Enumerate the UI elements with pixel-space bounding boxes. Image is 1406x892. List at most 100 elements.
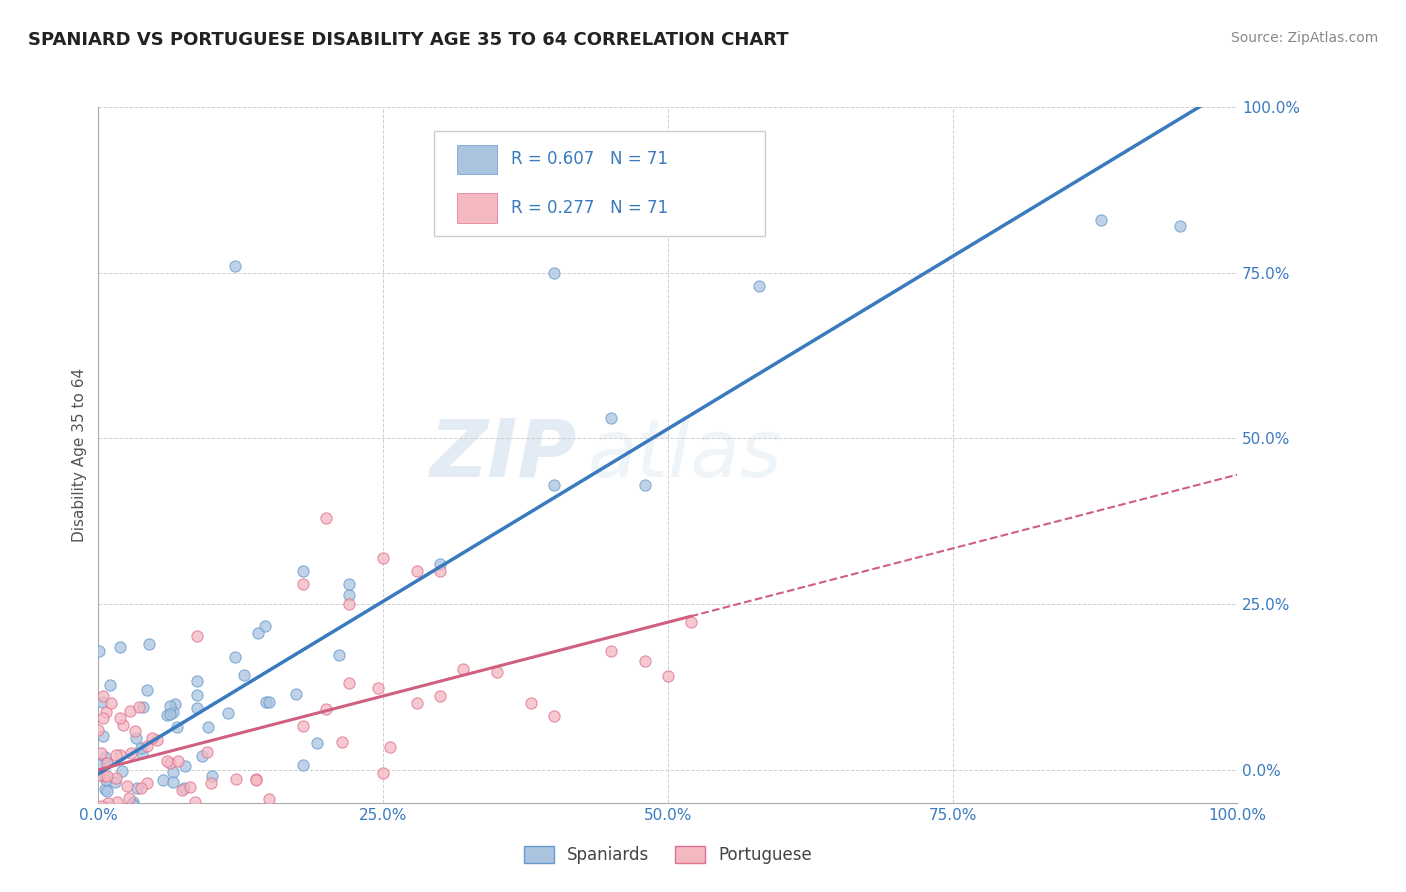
Point — [141, 731, 163, 745]
Text: Source: ZipAtlas.com: Source: ZipAtlas.com — [1230, 31, 1378, 45]
Point — [159, 699, 181, 714]
Point — [165, 697, 187, 711]
Text: atlas: atlas — [588, 416, 783, 494]
Point — [135, 739, 157, 753]
Point — [186, 629, 208, 643]
Point — [105, 795, 128, 809]
Point — [371, 550, 394, 565]
Point — [600, 411, 623, 425]
Point — [94, 781, 117, 796]
Legend: Spaniards, Portuguese: Spaniards, Portuguese — [517, 839, 818, 871]
Point — [104, 748, 127, 763]
Point — [97, 848, 120, 863]
Point — [125, 731, 148, 746]
Point — [259, 695, 281, 709]
Point — [136, 683, 159, 698]
Point — [162, 774, 184, 789]
Point — [179, 780, 201, 794]
Point — [167, 755, 190, 769]
Point — [371, 765, 394, 780]
Text: R = 0.607   N = 71: R = 0.607 N = 71 — [510, 150, 668, 169]
Point — [136, 776, 159, 790]
Point — [94, 749, 117, 764]
Point — [166, 720, 188, 734]
Point — [117, 834, 139, 848]
Point — [173, 780, 195, 795]
Point — [129, 741, 152, 756]
Point — [259, 792, 281, 806]
Point — [129, 781, 152, 796]
Point — [177, 813, 200, 827]
Point — [136, 808, 159, 822]
Point — [200, 776, 222, 790]
Point — [127, 781, 149, 796]
Point — [406, 564, 429, 578]
Point — [337, 589, 360, 603]
Point — [245, 772, 267, 787]
Point — [124, 723, 146, 738]
Point — [96, 705, 118, 719]
Point — [112, 718, 135, 732]
Point — [217, 706, 239, 721]
Point — [543, 266, 565, 280]
Bar — [457, 194, 498, 222]
Point — [91, 689, 114, 703]
Point — [170, 782, 193, 797]
Point — [90, 799, 112, 814]
Point — [224, 259, 246, 273]
Point — [406, 696, 429, 710]
Point — [131, 747, 153, 761]
Point — [679, 615, 702, 629]
Point — [108, 747, 131, 762]
Bar — [457, 145, 498, 174]
Point — [337, 597, 360, 611]
Point — [184, 796, 207, 810]
Y-axis label: Disability Age 35 to 64: Disability Age 35 to 64 — [72, 368, 87, 542]
Point — [87, 877, 110, 891]
Point — [153, 804, 176, 818]
Point — [159, 706, 181, 721]
Point — [284, 687, 307, 701]
Point — [98, 800, 121, 814]
Point — [292, 719, 315, 733]
Point — [253, 619, 276, 633]
Point — [97, 796, 120, 810]
Point — [97, 824, 120, 838]
Point — [110, 640, 132, 654]
Point — [93, 841, 115, 855]
Point — [191, 749, 214, 764]
Point — [105, 772, 128, 786]
Point — [186, 688, 208, 702]
Point — [122, 795, 145, 809]
Point — [96, 769, 118, 783]
Point — [1170, 219, 1192, 234]
Point — [600, 643, 623, 657]
Point — [122, 809, 145, 823]
Point — [328, 648, 350, 662]
Point — [307, 736, 329, 750]
Point — [246, 626, 269, 640]
Point — [429, 558, 451, 572]
Point — [152, 772, 174, 787]
Point — [87, 758, 110, 772]
Point — [89, 822, 111, 836]
Point — [111, 764, 134, 779]
Point — [657, 669, 679, 683]
Text: R = 0.277   N = 71: R = 0.277 N = 71 — [510, 199, 668, 217]
Point — [197, 721, 219, 735]
Point — [162, 705, 184, 719]
Point — [156, 708, 179, 723]
Point — [96, 772, 118, 787]
Point — [120, 704, 142, 718]
Point — [201, 769, 224, 783]
Point — [225, 772, 247, 787]
Point — [91, 730, 114, 744]
Point — [520, 696, 543, 710]
Point — [131, 700, 153, 714]
Point — [748, 279, 770, 293]
Point — [138, 637, 160, 651]
Point — [174, 759, 197, 773]
Point — [337, 676, 360, 690]
Point — [104, 775, 127, 789]
Point — [90, 747, 112, 761]
